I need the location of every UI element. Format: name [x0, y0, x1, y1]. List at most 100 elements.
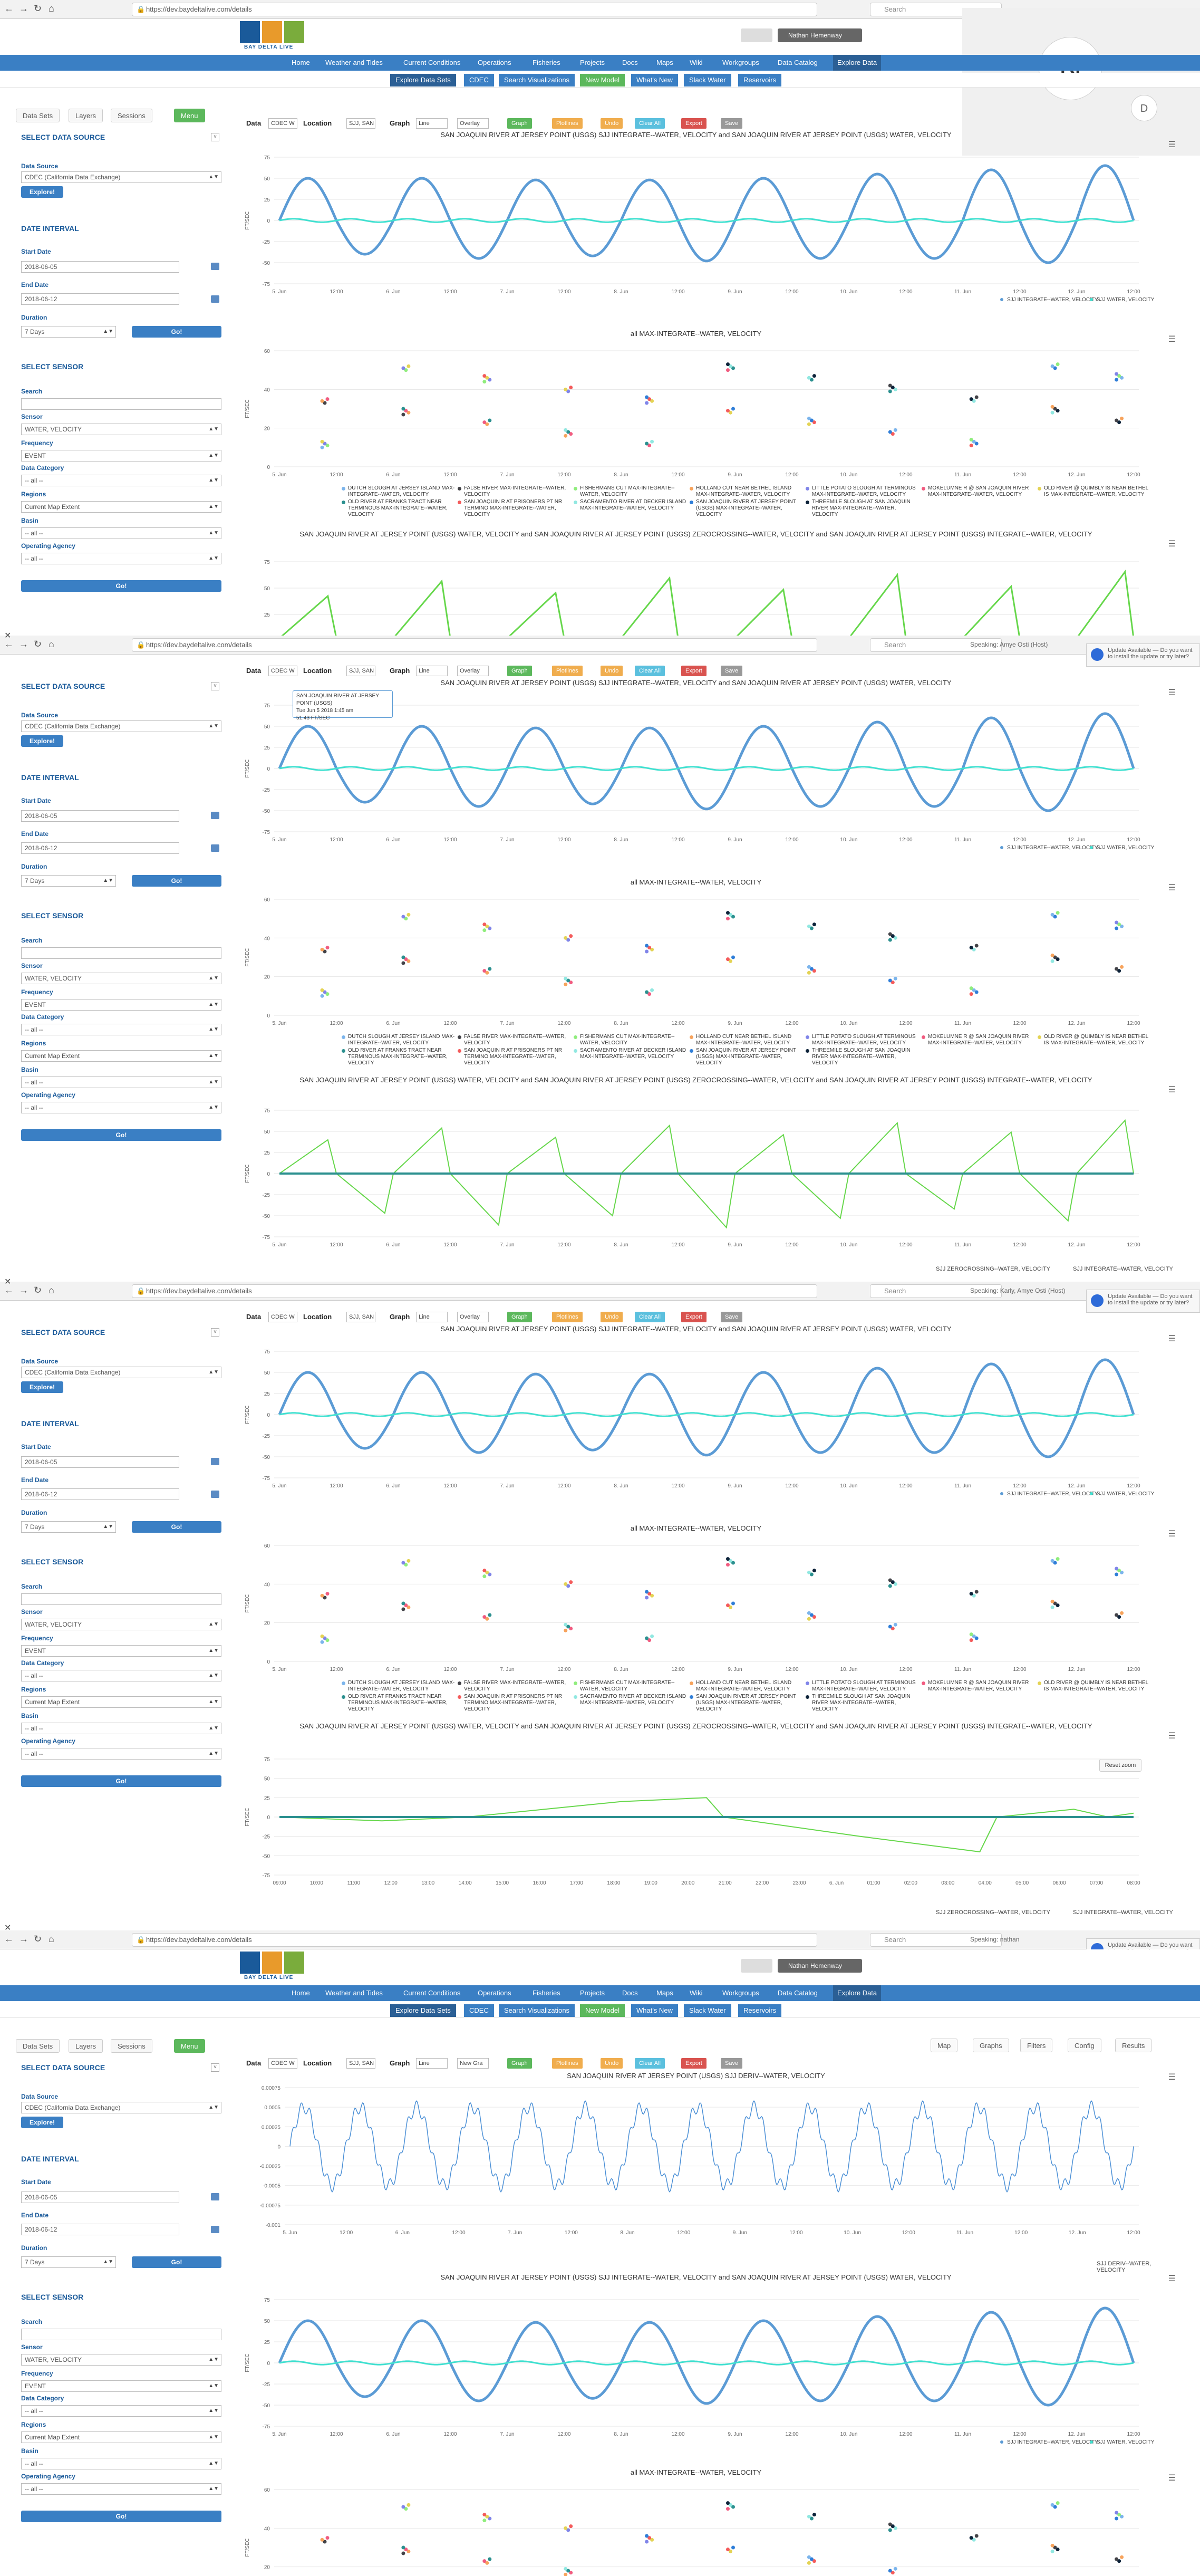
legend-item[interactable]: FALSE RIVER MAX-INTEGRATE--WATER, VELOCI… [458, 1034, 572, 1046]
data-category-select[interactable]: -- all -- ▲▼ [21, 1670, 221, 1681]
data-source-select[interactable]: CDEC (California Data Exchange) ▲▼ [21, 1367, 221, 1378]
update-notification[interactable]: Update Available — Do you want to instal… [1086, 1290, 1200, 1313]
location-select[interactable]: SJJ, SAN [346, 666, 375, 676]
back-icon[interactable]: ← [4, 3, 14, 14]
calendar-icon[interactable] [211, 1458, 219, 1465]
operating-agency-select[interactable]: -- all -- ▲▼ [21, 553, 221, 564]
back-icon[interactable]: ← [4, 1285, 14, 1295]
calendar-icon[interactable] [211, 1491, 219, 1498]
undo-button[interactable]: Undo [601, 2058, 623, 2069]
chart-menu-icon[interactable]: ☰ [1168, 2474, 1176, 2483]
frequency-select[interactable]: EVENT ▲▼ [21, 450, 221, 462]
nav-workgroups[interactable]: Workgroups [722, 1989, 759, 1997]
export-button[interactable]: Export [681, 2058, 707, 2069]
chart-menu-icon[interactable]: ☰ [1168, 883, 1176, 892]
duration-select[interactable]: 7 Days ▲▼ [21, 2256, 116, 2268]
nav-current-conditions[interactable]: Current Conditions [403, 59, 461, 66]
close-icon[interactable]: ✕ [4, 631, 12, 640]
subnav-search-visualizations[interactable]: Search Visualizations [499, 2004, 575, 2017]
legend-item[interactable]: OLD RIVER AT FRANKS TRACT NEAR TERMINOUS… [342, 1694, 456, 1713]
reset-zoom-button[interactable]: Reset zoom [1099, 1759, 1141, 1772]
subnav-reservoirs[interactable]: Reservoirs [738, 74, 782, 86]
sensor-select[interactable]: WATER, VELOCITY ▲▼ [21, 424, 221, 435]
explore-button[interactable]: Explore! [21, 735, 63, 747]
legend-integrate[interactable]: SJJ INTEGRATE--WATER, VELOCITY [1073, 1266, 1173, 1272]
location-select[interactable]: SJJ, SAN [346, 2058, 375, 2069]
start-date-input[interactable]: 2018-06-05 [21, 810, 179, 822]
legend-item[interactable]: SACRAMENTO RIVER AT DECKER ISLAND MAX-IN… [574, 1047, 688, 1060]
plotlines-button[interactable]: Plotlines [552, 666, 583, 676]
nav-workgroups[interactable]: Workgroups [722, 59, 759, 66]
duration-select[interactable]: 7 Days ▲▼ [21, 326, 116, 338]
operating-agency-select[interactable]: -- all -- ▲▼ [21, 2483, 221, 2495]
tab-data-sets[interactable]: Data Sets [16, 109, 60, 122]
legend-item[interactable]: LITTLE POTATO SLOUGH AT TERMINOUS MAX-IN… [806, 1680, 920, 1693]
forward-icon[interactable]: → [19, 1285, 28, 1295]
subnav-whats-new[interactable]: What's New [631, 2004, 678, 2017]
sensor-select[interactable]: WATER, VELOCITY ▲▼ [21, 973, 221, 984]
legend-item[interactable]: FISHERMANS CUT MAX-INTEGRATE--WATER, VEL… [574, 485, 688, 498]
nav-weather[interactable]: Weather and Tides [325, 59, 383, 66]
legend-item[interactable]: HOLLAND CUT NEAR BETHEL ISLAND MAX-INTEG… [690, 485, 804, 498]
reload-icon[interactable]: ↻ [34, 3, 42, 14]
nav-explore-data[interactable]: Explore Data [833, 55, 882, 71]
legend-item[interactable]: SAN JOAQUIN RIVER AT JERSEY POINT (USGS)… [690, 1694, 804, 1713]
legend-item[interactable]: SAN JOAQUIN RIVER AT JERSEY POINT (USGS)… [690, 499, 804, 518]
go-button[interactable]: Go! [132, 875, 221, 887]
legend-item[interactable]: THREEMILE SLOUGH AT SAN JOAQUIN RIVER MA… [806, 499, 920, 518]
nav-operations[interactable]: Operations [478, 1989, 511, 1997]
data-category-select[interactable]: -- all -- ▲▼ [21, 2405, 221, 2417]
legend-item[interactable]: SAN JOAQUIN RIVER AT JERSEY POINT (USGS)… [690, 1047, 804, 1066]
overlay-select[interactable]: Overlay [457, 666, 489, 676]
chart-menu-icon[interactable]: ☰ [1168, 2274, 1176, 2283]
reload-icon[interactable]: ↻ [34, 1285, 42, 1295]
end-date-input[interactable]: 2018-06-12 [21, 1488, 179, 1500]
graph-button[interactable]: Graph [507, 118, 532, 129]
nav-wiki[interactable]: Wiki [690, 1989, 703, 1997]
basin-select[interactable]: -- all -- ▲▼ [21, 1076, 221, 1088]
new-graph-select[interactable]: New Gra [457, 2058, 489, 2069]
chart-menu-icon[interactable]: ☰ [1168, 688, 1176, 697]
tab-graphs[interactable]: Graphs [973, 2039, 1009, 2052]
forward-icon[interactable]: → [19, 639, 28, 649]
print-button[interactable] [741, 1959, 772, 1973]
calendar-icon[interactable] [211, 844, 219, 852]
legend-item[interactable]: MOKELUMNE R @ SAN JOAQUIN RIVER MAX-INTE… [922, 1034, 1036, 1046]
home-icon[interactable]: ⌂ [49, 1934, 54, 1944]
explore-button[interactable]: Explore! [21, 2117, 63, 2128]
graph-button[interactable]: Graph [507, 666, 532, 676]
operating-agency-select[interactable]: -- all -- ▲▼ [21, 1748, 221, 1760]
export-button[interactable]: Export [681, 118, 707, 129]
nav-home[interactable]: Home [292, 1989, 310, 1997]
sensor-select[interactable]: WATER, VELOCITY ▲▼ [21, 1619, 221, 1630]
regions-select[interactable]: Current Map Extent ▲▼ [21, 1050, 221, 1062]
nav-data-catalog[interactable]: Data Catalog [778, 59, 818, 66]
clear-all-button[interactable]: Clear All [635, 118, 665, 129]
data-select[interactable]: CDEC W [268, 666, 297, 676]
chart-menu-icon[interactable]: ☰ [1168, 1085, 1176, 1094]
url-bar[interactable]: 🔒 https://dev.baydeltalive.com/details [132, 638, 817, 652]
sensor-select[interactable]: WATER, VELOCITY ▲▼ [21, 2354, 221, 2366]
calendar-icon[interactable] [211, 2193, 219, 2200]
go-button-sensor[interactable]: Go! [21, 580, 221, 592]
go-button-sensor[interactable]: Go! [21, 1129, 221, 1141]
save-button[interactable]: Save [721, 1312, 743, 1322]
nav-fisheries[interactable]: Fisheries [533, 1989, 560, 1997]
graph-button[interactable]: Graph [507, 2058, 532, 2069]
legend-item[interactable]: SAN JOAQUIN R AT PRISONERS PT NR TERMINO… [458, 499, 572, 518]
nav-weather[interactable]: Weather and Tides [325, 1989, 383, 1997]
data-source-select[interactable]: CDEC (California Data Exchange) ▲▼ [21, 2102, 221, 2113]
nav-maps[interactable]: Maps [656, 1989, 673, 1997]
undo-button[interactable]: Undo [601, 666, 623, 676]
browser-search[interactable]: Search [870, 1284, 1002, 1298]
go-button-sensor[interactable]: Go! [21, 1775, 221, 1787]
location-select[interactable]: SJJ, SAN [346, 1312, 375, 1322]
chart-menu-icon[interactable]: ☰ [1168, 1334, 1176, 1343]
subnav-explore-data-sets[interactable]: Explore Data Sets [390, 74, 456, 86]
nav-projects[interactable]: Projects [580, 1989, 605, 1997]
subnav-explore-data-sets[interactable]: Explore Data Sets [390, 2004, 456, 2017]
end-date-input[interactable]: 2018-06-12 [21, 2224, 179, 2235]
plotlines-button[interactable]: Plotlines [552, 1312, 583, 1322]
legend-item[interactable]: THREEMILE SLOUGH AT SAN JOAQUIN RIVER MA… [806, 1047, 920, 1066]
subnav-slack-water[interactable]: Slack Water [684, 2004, 731, 2017]
